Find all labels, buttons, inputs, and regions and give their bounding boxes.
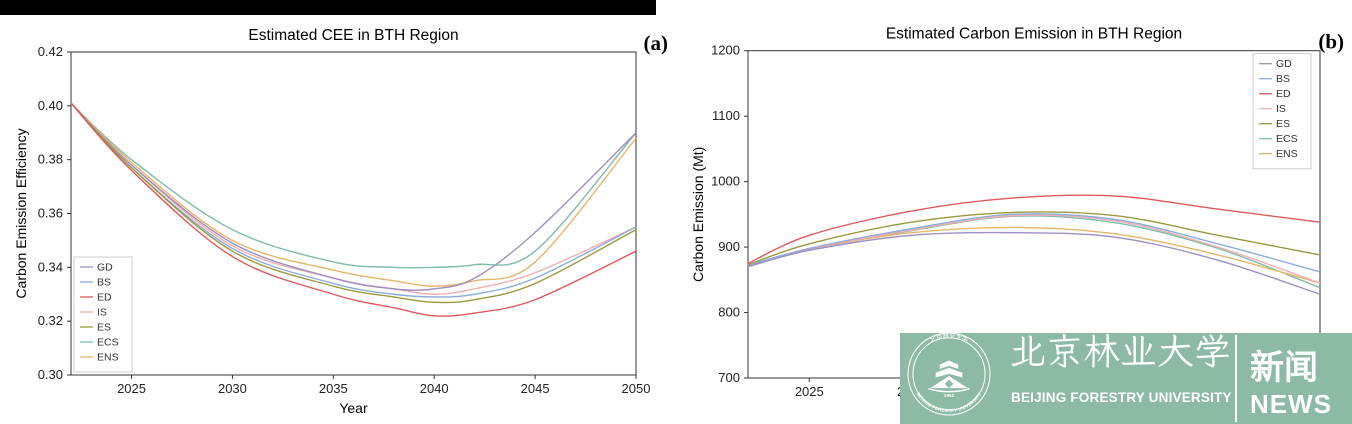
svg-text:2050: 2050 (622, 381, 651, 396)
svg-text:0.40: 0.40 (38, 98, 63, 113)
svg-text:Carbon Emission (Mt): Carbon Emission (Mt) (690, 147, 706, 282)
svg-text:1200: 1200 (711, 43, 740, 58)
svg-text:ENS: ENS (1276, 148, 1298, 160)
svg-text:2045: 2045 (521, 381, 550, 396)
svg-text:NEWS: NEWS (1250, 389, 1332, 419)
svg-text:ED: ED (97, 291, 112, 303)
svg-text:ECS: ECS (1276, 133, 1298, 145)
svg-text:ES: ES (97, 321, 111, 333)
svg-text:Carbon Emission Efficiency: Carbon Emission Efficiency (13, 128, 29, 298)
svg-text:1100: 1100 (712, 108, 740, 123)
svg-text:0.34: 0.34 (38, 259, 63, 274)
svg-text:Estimated Carbon Emission in B: Estimated Carbon Emission in BTH Region (886, 26, 1182, 43)
svg-text:1952: 1952 (944, 393, 955, 398)
svg-text:2030: 2030 (218, 381, 247, 396)
svg-text:(b): (b) (1318, 30, 1344, 54)
svg-text:2040: 2040 (420, 381, 449, 396)
svg-text:IS: IS (1276, 103, 1286, 115)
svg-text:0.42: 0.42 (38, 44, 63, 59)
svg-text:BEIJING FORESTRY UNIVERSITY: BEIJING FORESTRY UNIVERSITY (1011, 390, 1232, 405)
svg-text:GD: GD (97, 261, 113, 273)
svg-text:2035: 2035 (319, 381, 348, 396)
svg-text:Estimated CEE in BTH Region: Estimated CEE in BTH Region (248, 27, 458, 44)
svg-text:0.38: 0.38 (38, 152, 63, 167)
svg-text:新闻: 新闻 (1250, 349, 1318, 387)
svg-text:700: 700 (718, 370, 740, 385)
svg-text:2025: 2025 (117, 381, 146, 396)
svg-text:Year: Year (339, 400, 368, 416)
svg-text:1000: 1000 (711, 174, 740, 189)
svg-text:900: 900 (718, 239, 740, 254)
svg-text:ES: ES (1276, 118, 1290, 130)
svg-text:BS: BS (1276, 73, 1290, 85)
svg-text:(a): (a) (644, 31, 669, 55)
svg-text:IS: IS (97, 306, 107, 318)
svg-text:BS: BS (97, 276, 111, 288)
svg-text:0.32: 0.32 (38, 313, 63, 328)
svg-text:北京林业大学: 北京林业大学 (1009, 333, 1231, 375)
svg-text:800: 800 (718, 305, 740, 320)
svg-text:ENS: ENS (97, 351, 119, 363)
svg-text:0.30: 0.30 (38, 367, 63, 382)
svg-text:2025: 2025 (795, 384, 824, 399)
svg-text:GD: GD (1276, 58, 1292, 70)
svg-text:ECS: ECS (97, 336, 119, 348)
svg-text:ED: ED (1276, 88, 1291, 100)
svg-text:0.36: 0.36 (38, 206, 63, 221)
